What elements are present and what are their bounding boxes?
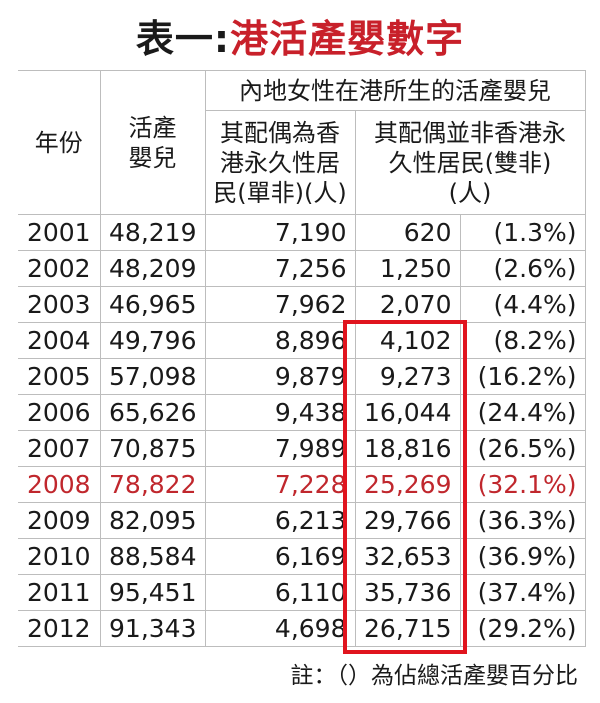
cell-double: 4,102 bbox=[354, 322, 461, 359]
cell-percent: (1.3%) bbox=[459, 214, 586, 251]
cell-percent: (16.2%) bbox=[459, 358, 586, 395]
row: 2007 70,875 7,989 18,816 (26.5%) bbox=[18, 430, 586, 467]
cell-percent: (24.4%) bbox=[459, 394, 586, 431]
cell-year: 2007 bbox=[18, 430, 101, 467]
title-prefix: 表一: bbox=[135, 17, 231, 61]
header-births: 活產嬰兒 bbox=[99, 70, 206, 215]
cell-double: 620 bbox=[354, 214, 461, 251]
row: 2001 48,219 7,190 620 (1.3%) bbox=[18, 214, 586, 251]
cell-single: 6,213 bbox=[204, 502, 356, 539]
cell-births: 48,209 bbox=[99, 250, 206, 287]
cell-births: 70,875 bbox=[99, 430, 206, 467]
cell-percent: (29.2%) bbox=[459, 610, 586, 647]
row: 2011 95,451 6,110 35,736 (37.4%) bbox=[18, 574, 586, 611]
cell-year: 2003 bbox=[18, 286, 101, 323]
cell-double: 32,653 bbox=[354, 538, 461, 575]
cell-single: 9,438 bbox=[204, 394, 356, 431]
cell-births: 88,584 bbox=[99, 538, 206, 575]
cell-single: 4,698 bbox=[204, 610, 356, 647]
header-single: 其配偶為香港永久性居民(單非)(人) bbox=[205, 110, 356, 215]
cell-single: 7,228 bbox=[204, 466, 356, 503]
cell-percent: (8.2%) bbox=[459, 322, 586, 359]
cell-single: 9,879 bbox=[204, 358, 356, 395]
cell-percent: (37.4%) bbox=[459, 574, 586, 611]
cell-double: 9,273 bbox=[354, 358, 461, 395]
row: 2012 91,343 4,698 26,715 (29.2%) bbox=[18, 610, 586, 647]
cell-percent: (36.3%) bbox=[459, 502, 586, 539]
row: 2010 88,584 6,169 32,653 (36.9%) bbox=[18, 538, 586, 575]
cell-year: 2001 bbox=[18, 214, 101, 251]
cell-single: 7,989 bbox=[204, 430, 356, 467]
cell-year: 2006 bbox=[18, 394, 101, 431]
cell-year: 2002 bbox=[18, 250, 101, 287]
cell-year: 2012 bbox=[18, 610, 101, 647]
cell-single: 7,962 bbox=[204, 286, 356, 323]
row: 2003 46,965 7,962 2,070 (4.4%) bbox=[18, 286, 586, 323]
cell-births: 82,095 bbox=[99, 502, 206, 539]
header-group: 內地女性在港所生的活產嬰兒 bbox=[204, 70, 586, 111]
row: 2004 49,796 8,896 4,102 (8.2%) bbox=[18, 322, 586, 359]
cell-percent: (2.6%) bbox=[459, 250, 586, 287]
title: 表一:港活產嬰數字 bbox=[0, 8, 600, 63]
cell-single: 6,110 bbox=[204, 574, 356, 611]
cell-year: 2009 bbox=[18, 502, 101, 539]
cell-births: 91,343 bbox=[99, 610, 206, 647]
row: 2009 82,095 6,213 29,766 (36.3%) bbox=[18, 502, 586, 539]
cell-single: 6,169 bbox=[204, 538, 356, 575]
cell-percent: (4.4%) bbox=[459, 286, 586, 323]
row: 2002 48,209 7,256 1,250 (2.6%) bbox=[18, 250, 586, 287]
cell-double: 25,269 bbox=[354, 466, 461, 503]
cell-single: 8,896 bbox=[204, 322, 356, 359]
cell-births: 95,451 bbox=[99, 574, 206, 611]
cell-births: 78,822 bbox=[99, 466, 206, 503]
cell-year: 2010 bbox=[18, 538, 101, 575]
row: 2005 57,098 9,879 9,273 (16.2%) bbox=[18, 358, 586, 395]
cell-percent: (26.5%) bbox=[459, 430, 586, 467]
row: 2006 65,626 9,438 16,044 (24.4%) bbox=[18, 394, 586, 431]
cell-year: 2011 bbox=[18, 574, 101, 611]
cell-double: 29,766 bbox=[354, 502, 461, 539]
cell-year: 2005 bbox=[18, 358, 101, 395]
table-body: 2001 48,219 7,190 620 (1.3%) 2002 48,209 7,256 1… bbox=[18, 214, 586, 647]
header-year: 年份 bbox=[18, 70, 101, 215]
cell-double: 1,250 bbox=[354, 250, 461, 287]
header-double: 其配偶並非香港永久性居民(雙非)(人) bbox=[354, 110, 586, 215]
births-table: 年份 活產嬰兒 內地女性在港所生的活產嬰兒 其配偶為香港永久性居民(單非)(人)… bbox=[18, 70, 586, 647]
cell-births: 48,219 bbox=[99, 214, 206, 251]
cell-year: 2004 bbox=[18, 322, 101, 359]
cell-births: 49,796 bbox=[99, 322, 206, 359]
cell-single: 7,190 bbox=[204, 214, 356, 251]
cell-year: 2008 bbox=[18, 466, 101, 503]
cell-births: 46,965 bbox=[99, 286, 206, 323]
cell-single: 7,256 bbox=[204, 250, 356, 287]
cell-double: 26,715 bbox=[354, 610, 461, 647]
note: 註：（）為佔總活產嬰百分比 bbox=[290, 663, 579, 689]
title-main: 港活產嬰數字 bbox=[230, 17, 465, 61]
cell-double: 16,044 bbox=[354, 394, 461, 431]
cell-percent: (36.9%) bbox=[459, 538, 586, 575]
cell-percent: (32.1%) bbox=[459, 466, 586, 503]
cell-births: 65,626 bbox=[99, 394, 206, 431]
cell-double: 2,070 bbox=[354, 286, 461, 323]
cell-double: 18,816 bbox=[354, 430, 461, 467]
row: 2008 78,822 7,228 25,269 (32.1%) bbox=[18, 466, 586, 503]
cell-births: 57,098 bbox=[99, 358, 206, 395]
cell-double: 35,736 bbox=[354, 574, 461, 611]
